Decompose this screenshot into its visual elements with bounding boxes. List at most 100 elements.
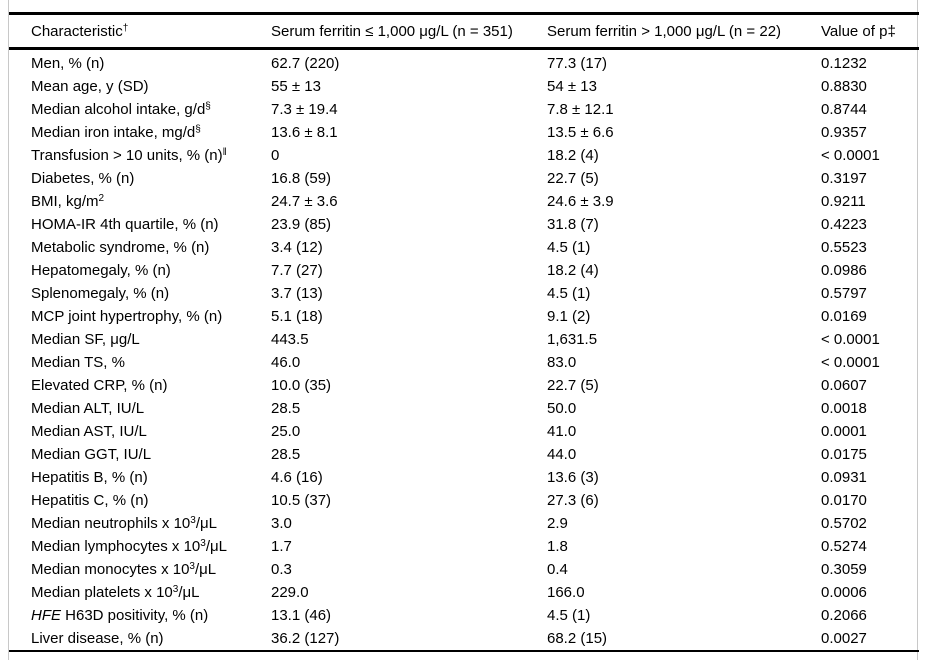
table-row: HFE H63D positivity, % (n) 13.1 (46) 4.5 (…	[9, 604, 919, 627]
characteristic-cell: Median AST, IU/L	[9, 420, 271, 443]
p-value-cell: 0.0169	[821, 308, 867, 325]
characteristic-cell: BMI, kg/m2	[9, 190, 271, 213]
table-body: Men, % (n) 62.7 (220) 77.3 (17) 0.1232 Mean …	[9, 49, 919, 652]
characteristic-label: Median platelets x 10	[31, 584, 173, 601]
characteristic-cell: Median platelets x 103/μL	[9, 581, 271, 604]
characteristic-cell: Median neutrophils x 103/μL	[9, 512, 271, 535]
characteristic-label: Hepatitis C, % (n)	[31, 492, 149, 509]
col-ferritin-gt-1000-cell: 83.0	[547, 354, 577, 371]
p-value-cell: 0.0027	[821, 630, 867, 647]
table-row: Median ALT, IU/L 28.5 50.0 0.0018	[9, 397, 919, 420]
characteristic-label: Median lymphocytes x 10	[31, 538, 201, 555]
p-value-cell: 0.0170	[821, 492, 867, 509]
characteristic-label: Men, % (n)	[31, 55, 105, 72]
superscript-marker: 3	[190, 515, 196, 526]
superscript-marker: §	[195, 124, 201, 135]
p-value-cell: 0.3197	[821, 170, 867, 187]
superscript-marker: 2	[98, 193, 105, 204]
characteristic-label: MCP joint hypertrophy, % (n)	[31, 308, 223, 325]
characteristic-label: Median TS, %	[31, 354, 125, 371]
col-ferritin-le-1000-cell: 1.7	[271, 538, 292, 555]
table-row: Splenomegaly, % (n) 3.7 (13) 4.5 (1) 0.5797	[9, 282, 919, 305]
col-ferritin-le-1000-cell: 28.5	[271, 400, 301, 417]
table-row: Liver disease, % (n) 36.2 (127) 68.2 (15) 0…	[9, 627, 919, 651]
table-row: Median AST, IU/L 25.0 41.0 0.0001	[9, 420, 919, 443]
table-row: Hepatitis B, % (n) 4.6 (16) 13.6 (3) 0.0931	[9, 466, 919, 489]
col-ferritin-gt-1000-cell: 4.5 (1)	[547, 607, 591, 624]
characteristic-cell: Median GGT, IU/L	[9, 443, 271, 466]
p-value-cell: 0.0986	[821, 262, 867, 279]
p-value-cell: 0.4223	[821, 216, 867, 233]
superscript-marker: §	[205, 101, 211, 112]
table-row: Median platelets x 103/μL 229.0 166.0 0.000…	[9, 581, 919, 604]
col-ferritin-le-1000-cell: 0	[271, 147, 280, 164]
characteristic-label: Median AST, IU/L	[31, 423, 147, 440]
table-row: Median alcohol intake, g/d§ 7.3 ± 19.4 7.8…	[9, 98, 919, 121]
col-ferritin-gt-1000-cell: 2.9	[547, 515, 568, 532]
col-ferritin-gt-1000-cell: 18.2 (4)	[547, 262, 599, 279]
characteristic-cell: Median monocytes x 103/μL	[9, 558, 271, 581]
characteristic-label: Metabolic syndrome, % (n)	[31, 239, 210, 256]
characteristic-cell: Metabolic syndrome, % (n)	[9, 236, 271, 259]
header-ferritin-le-1000: Serum ferritin ≤ 1,000 μg/L (n = 351)	[271, 12, 547, 50]
col-ferritin-le-1000-cell: 28.5	[271, 446, 301, 463]
characteristic-cell: Median SF, μg/L	[9, 328, 271, 351]
col-ferritin-gt-1000-cell: 13.5 ± 6.6	[547, 124, 614, 141]
col-ferritin-le-1000-cell: 7.3 ± 19.4	[271, 101, 338, 118]
table-row: HOMA-IR 4th quartile, % (n) 23.9 (85) 31.8…	[9, 213, 919, 236]
p-value-cell: 0.1232	[821, 55, 867, 72]
characteristic-cell: HFE H63D positivity, % (n)	[9, 604, 271, 627]
col-ferritin-le-1000-cell: 7.7 (27)	[271, 262, 323, 279]
characteristic-label: Median ALT, IU/L	[31, 400, 145, 417]
superscript-marker: 3	[200, 538, 206, 549]
col-ferritin-le-1000-cell: 229.0	[271, 584, 309, 601]
col-ferritin-gt-1000-cell: 44.0	[547, 446, 577, 463]
p-value-cell: 0.8830	[821, 78, 867, 95]
col-ferritin-gt-1000-cell: 24.6 ± 3.9	[547, 193, 614, 210]
characteristic-cell: MCP joint hypertrophy, % (n)	[9, 305, 271, 328]
p-value-cell: 0.0175	[821, 446, 867, 463]
characteristic-label: HOMA-IR 4th quartile, % (n)	[31, 216, 219, 233]
table-header: Characteristic† Serum ferritin ≤ 1,000 μ…	[9, 12, 919, 50]
header-characteristic-label: Characteristic	[31, 22, 123, 40]
col-ferritin-gt-1000-cell: 50.0	[547, 400, 577, 417]
col-ferritin-gt-1000-cell: 22.7 (5)	[547, 170, 599, 187]
table-row: Hepatitis C, % (n) 10.5 (37) 27.3 (6) 0.017…	[9, 489, 919, 512]
characteristic-cell: Liver disease, % (n)	[9, 627, 271, 651]
characteristic-label: Median alcohol intake, g/d	[31, 101, 206, 118]
p-value-cell: 0.8744	[821, 101, 867, 118]
table-row: Mean age, y (SD) 55 ± 13 54 ± 13 0.8830	[9, 75, 919, 98]
header-row: Characteristic† Serum ferritin ≤ 1,000 μ…	[9, 12, 919, 50]
characteristic-label: BMI, kg/m	[31, 193, 99, 210]
col-ferritin-gt-1000-cell: 1,631.5	[547, 331, 598, 348]
characteristic-label: Hepatitis B, % (n)	[31, 469, 148, 486]
col-ferritin-le-1000-cell: 13.1 (46)	[271, 607, 332, 624]
table-row: Metabolic syndrome, % (n) 3.4 (12) 4.5 (1)…	[9, 236, 919, 259]
p-value-cell: 0.0006	[821, 584, 867, 601]
characteristic-label: H63D positivity, % (n)	[61, 607, 209, 624]
col-ferritin-le-1000-cell: 23.9 (85)	[271, 216, 332, 233]
superscript-marker: 3	[189, 561, 195, 572]
col-ferritin-gt-1000-cell: 41.0	[547, 423, 577, 440]
col-ferritin-le-1000-cell: 3.4 (12)	[271, 239, 323, 256]
p-value-cell: 0.0931	[821, 469, 867, 486]
p-value-cell: 0.0001	[821, 423, 867, 440]
p-value-cell: 0.3059	[821, 561, 867, 578]
characteristic-cell: Median alcohol intake, g/d§	[9, 98, 271, 121]
characteristic-label: /μL	[178, 584, 200, 601]
col-ferritin-gt-1000-cell: 68.2 (15)	[547, 630, 608, 647]
characteristic-cell: Median iron intake, mg/d§	[9, 121, 271, 144]
table-row: Median lymphocytes x 103/μL 1.7 1.8 0.5274	[9, 535, 919, 558]
p-value-cell: 0.5702	[821, 515, 867, 532]
table-row: Median neutrophils x 103/μL 3.0 2.9 0.5702	[9, 512, 919, 535]
p-value-cell: < 0.0001	[821, 147, 880, 164]
characteristic-cell: Hepatitis C, % (n)	[9, 489, 271, 512]
col-ferritin-le-1000-cell: 10.5 (37)	[271, 492, 332, 509]
col-ferritin-gt-1000-cell: 22.7 (5)	[547, 377, 599, 394]
table-row: BMI, kg/m2 24.7 ± 3.6 24.6 ± 3.9 0.9211	[9, 190, 919, 213]
characteristics-table: Characteristic† Serum ferritin ≤ 1,000 μ…	[9, 12, 919, 652]
p-value-cell: 0.9211	[821, 193, 866, 210]
col-ferritin-le-1000-cell: 0.3	[271, 561, 292, 578]
header-p-value: Value of p‡	[821, 12, 919, 50]
col-ferritin-le-1000-cell: 10.0 (35)	[271, 377, 332, 394]
